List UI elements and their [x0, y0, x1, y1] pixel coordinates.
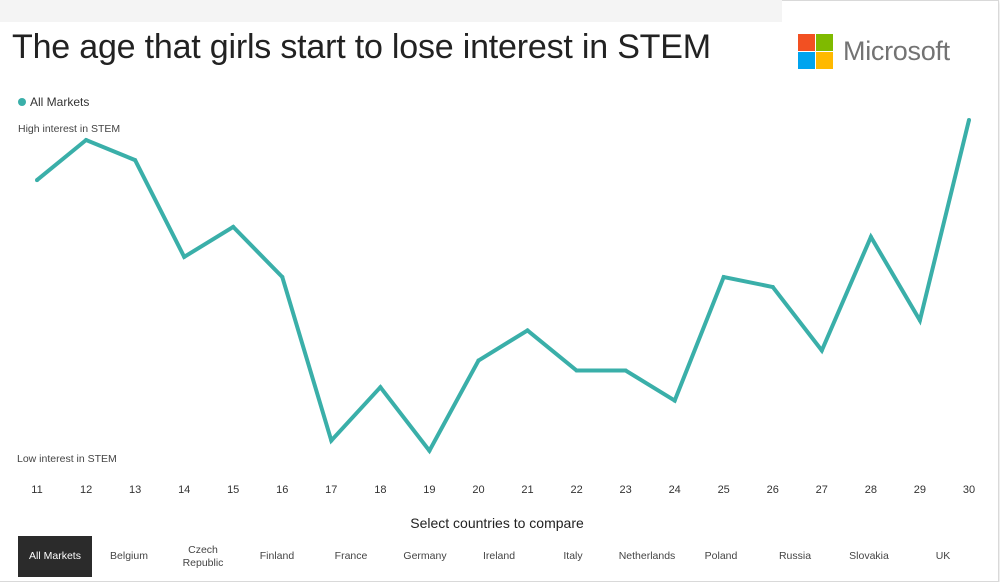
data-point[interactable] — [967, 118, 971, 122]
data-point[interactable] — [476, 358, 481, 363]
country-button-label: Finland — [259, 550, 295, 562]
country-button-finland[interactable]: Finland — [240, 536, 314, 577]
data-point[interactable] — [721, 275, 726, 279]
country-button-all-markets[interactable]: All Markets — [18, 536, 92, 577]
data-point[interactable] — [819, 348, 824, 353]
x-tick-label: 19 — [423, 484, 435, 496]
data-point[interactable] — [868, 234, 873, 239]
country-button-label: Poland — [704, 550, 738, 562]
logo-square-green — [816, 33, 833, 51]
logo-square-yellow — [816, 51, 833, 69]
top-strip — [0, 0, 782, 22]
country-button-label: Italy — [563, 550, 583, 562]
y-top-label: High interest in STEM — [18, 123, 120, 135]
x-tick-label: 30 — [963, 484, 975, 496]
country-button-uk[interactable]: UK — [906, 536, 980, 577]
x-tick-label: 15 — [227, 484, 239, 496]
data-point[interactable] — [917, 318, 922, 323]
x-tick-label: 11 — [31, 484, 42, 496]
country-button-label: UK — [935, 550, 951, 562]
logo-square-red — [798, 33, 815, 51]
data-point[interactable] — [770, 285, 775, 289]
x-tick-label: 20 — [472, 484, 484, 496]
legend-label: All Markets — [30, 95, 90, 109]
x-tick-label: 16 — [276, 484, 288, 496]
logo-square-blue — [798, 51, 815, 69]
country-selector: All Markets Belgium Czech Republic Finland F… — [18, 536, 980, 577]
x-tick-label: 22 — [570, 484, 582, 496]
chart-legend[interactable]: All Markets — [18, 95, 89, 109]
country-button-label: Ireland — [482, 550, 516, 562]
country-button-label: Slovakia — [849, 550, 889, 562]
x-tick-label: 23 — [619, 484, 631, 496]
microsoft-logo-icon — [798, 33, 833, 69]
logo-text: Microsoft — [843, 35, 950, 66]
x-tick-label: 29 — [914, 484, 926, 496]
x-tick-label: 14 — [178, 484, 190, 496]
x-tick-label: 12 — [80, 484, 92, 496]
x-tick-label: 25 — [718, 484, 730, 496]
data-point[interactable] — [525, 328, 530, 333]
country-button-belgium[interactable]: Belgium — [92, 536, 166, 577]
country-button-ireland[interactable]: Ireland — [462, 536, 536, 577]
country-button-label: France — [334, 550, 368, 562]
x-tick-label: 28 — [865, 484, 877, 496]
page-title: The age that girls start to lose interes… — [12, 28, 711, 66]
data-point[interactable] — [329, 438, 334, 443]
compare-title: Select countries to compare — [410, 515, 584, 531]
country-button-italy[interactable]: Italy — [536, 536, 610, 577]
data-point[interactable] — [623, 368, 628, 373]
x-tick-label: 17 — [325, 484, 337, 496]
data-point[interactable] — [672, 398, 677, 403]
data-point[interactable] — [427, 448, 432, 453]
data-point[interactable] — [35, 178, 39, 183]
data-point[interactable] — [574, 368, 579, 373]
line-chart: High interest in STEM Low interest in ST… — [17, 118, 975, 496]
country-button-label: Germany — [403, 550, 447, 562]
country-button-label: All Markets — [29, 550, 81, 562]
data-point[interactable] — [182, 254, 187, 259]
data-point[interactable] — [378, 385, 383, 390]
x-tick-label: 21 — [521, 484, 533, 496]
country-button-russia[interactable]: Russia — [758, 536, 832, 577]
country-button-netherlands[interactable]: Netherlands — [610, 536, 684, 577]
data-point[interactable] — [84, 138, 89, 142]
country-button-label: Czech Republic — [182, 543, 224, 569]
x-tick-label: 26 — [767, 484, 779, 496]
x-tick-label: 27 — [816, 484, 828, 496]
x-tick-label: 18 — [374, 484, 386, 496]
series-line-0[interactable] — [35, 119, 971, 455]
data-point[interactable] — [133, 158, 138, 163]
country-button-slovakia[interactable]: Slovakia — [832, 536, 906, 577]
country-button-label: Belgium — [110, 550, 148, 562]
country-button-czech-republic[interactable]: Czech Republic — [166, 536, 240, 577]
data-point[interactable] — [231, 224, 236, 229]
country-button-france[interactable]: France — [314, 536, 388, 577]
data-point[interactable] — [280, 275, 285, 279]
country-button-label: Russia — [778, 550, 812, 562]
microsoft-logo: Microsoft — [798, 33, 950, 69]
country-button-poland[interactable]: Poland — [684, 536, 758, 577]
legend-marker-icon — [18, 98, 26, 106]
series-layer — [35, 118, 971, 455]
country-button-germany[interactable]: Germany — [388, 536, 462, 577]
country-button-label: Netherlands — [618, 550, 676, 562]
y-bottom-label: Low interest in STEM — [17, 453, 117, 465]
x-tick-label: 13 — [129, 484, 141, 496]
x-axis-ticks: 11 12 13 14 15 16 17 18 19 20 21 22 23 24 25 26 27 28 29 30 — [31, 484, 975, 496]
x-tick-label: 24 — [669, 484, 681, 496]
